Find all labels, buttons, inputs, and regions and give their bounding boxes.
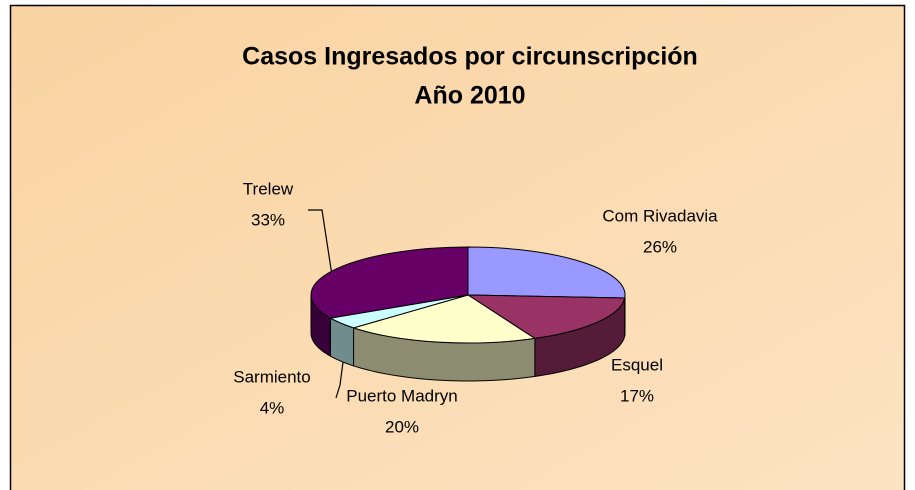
pie-slice — [310, 246, 469, 357]
slice-value-label: 20% — [385, 417, 419, 436]
chart-title: Año 2010 — [414, 82, 525, 110]
leader-line — [308, 209, 334, 283]
chart-title: Casos Ingresados por circunscripción — [242, 43, 698, 71]
slice-label: Trelew — [243, 179, 294, 198]
slice-label: Com Rivadavia — [602, 206, 718, 225]
slice-value-label: 26% — [643, 237, 677, 256]
slice-value-label: 33% — [251, 210, 285, 229]
slice-label: Puerto Madryn — [346, 386, 458, 405]
leader-line — [335, 361, 344, 399]
slice-label: Sarmiento — [233, 367, 310, 386]
pie-slice — [328, 294, 469, 367]
pie-slice — [351, 294, 537, 382]
pie-top — [310, 246, 469, 319]
pie-top — [466, 294, 626, 339]
pie-top — [351, 294, 537, 344]
slice-label: Esquel — [611, 355, 663, 374]
slice-value-label: 17% — [620, 386, 654, 405]
slice-value-label: 4% — [260, 398, 285, 417]
pie-top — [467, 246, 626, 299]
